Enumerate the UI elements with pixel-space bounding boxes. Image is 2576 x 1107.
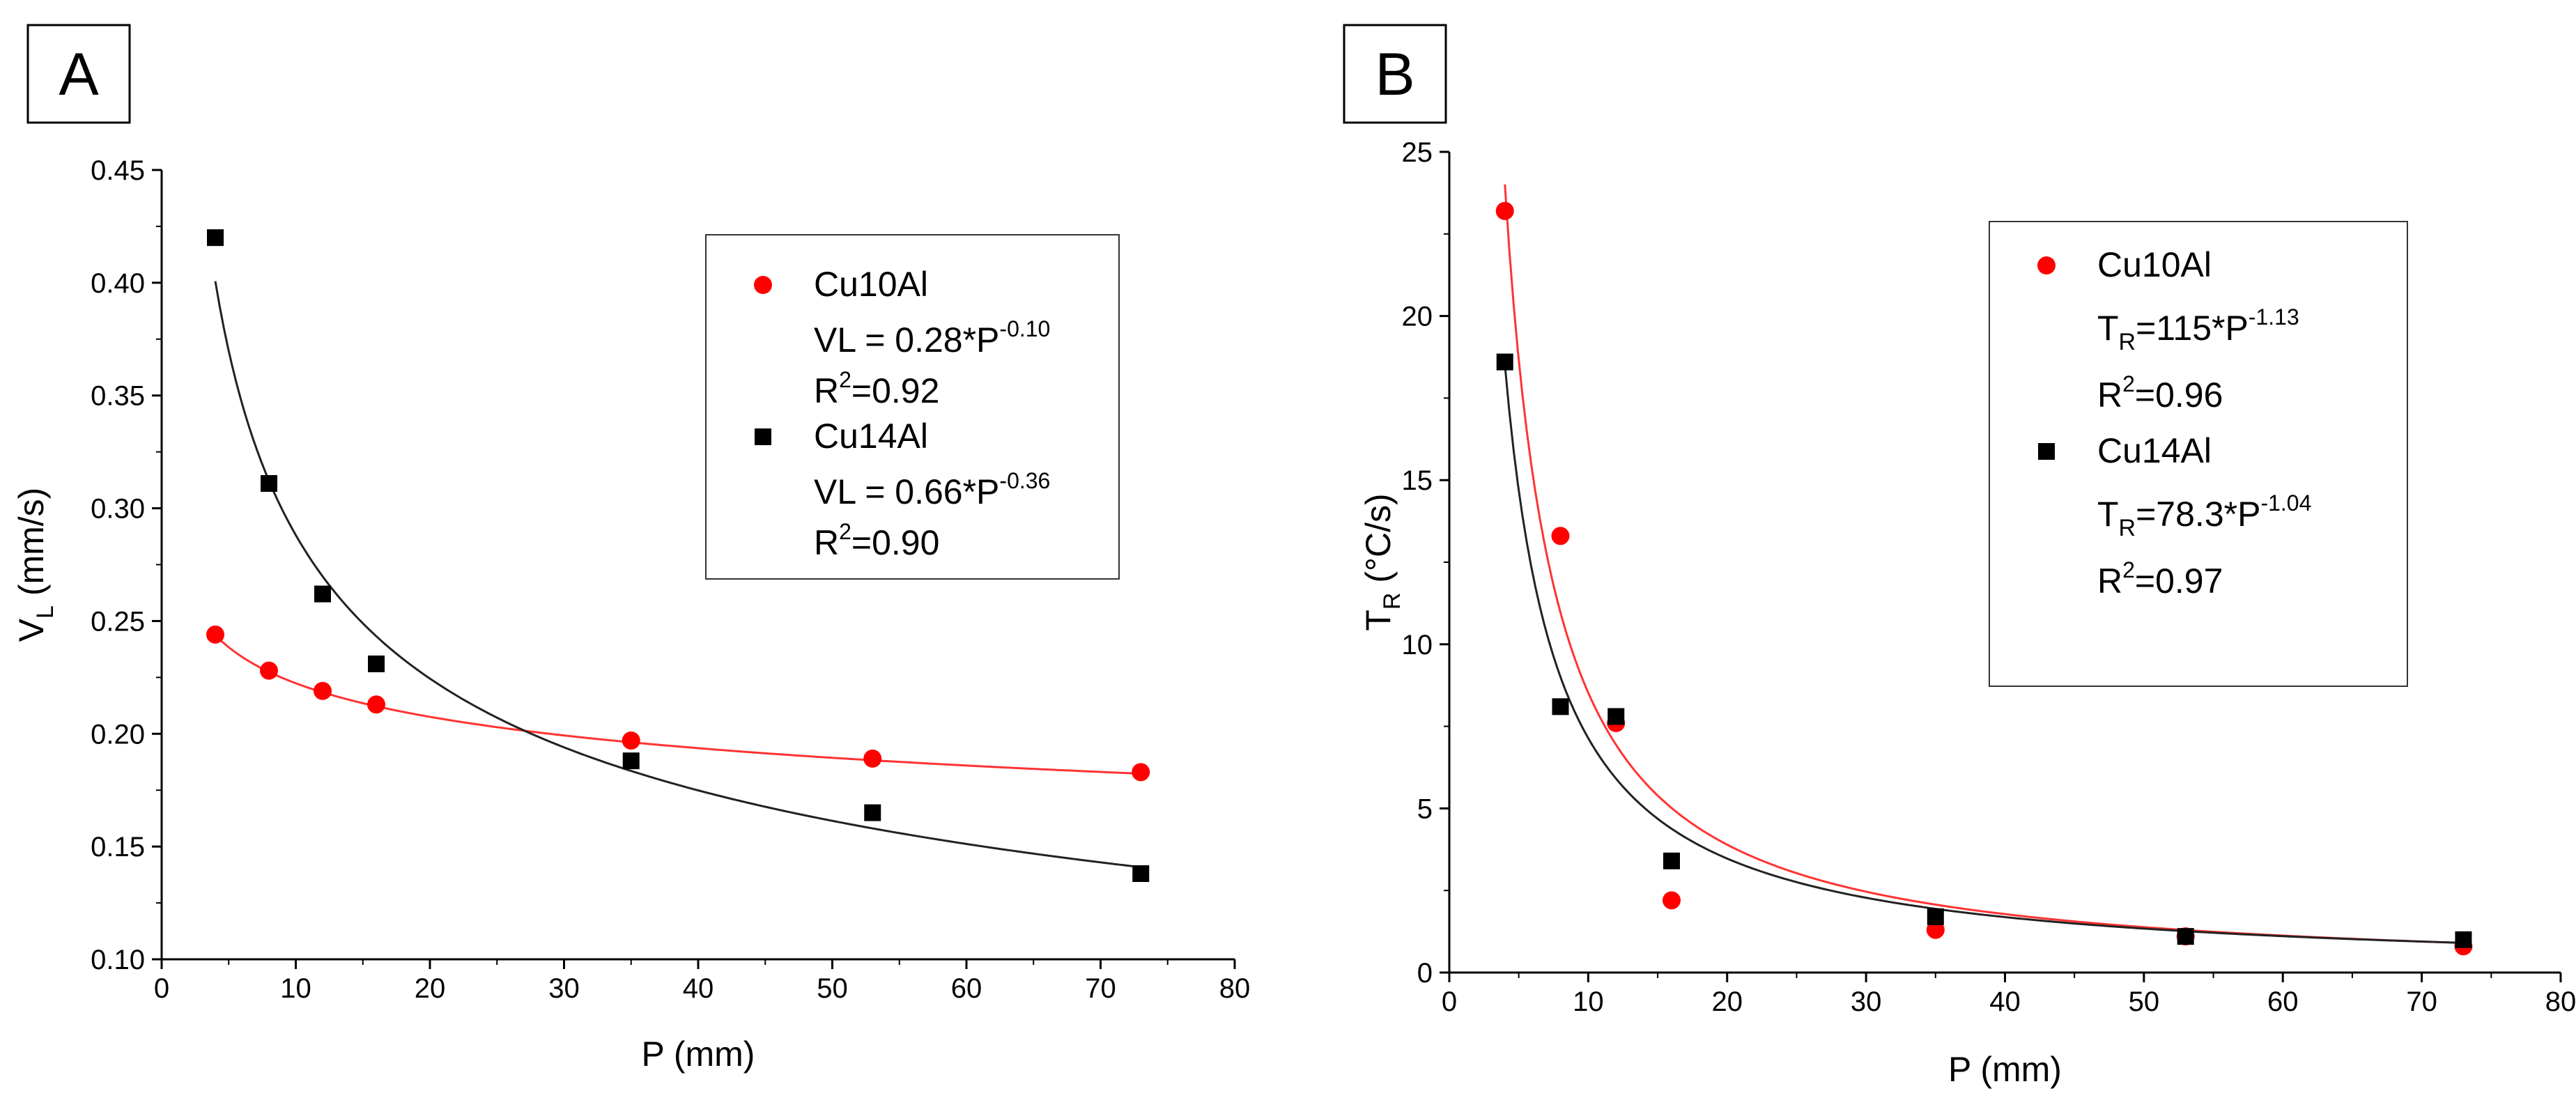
legend-marker-cu10al: [2037, 256, 2056, 274]
x-tick-label: 40: [1989, 986, 2021, 1017]
data-point-cu14al: [1132, 865, 1150, 882]
data-point-cu14al: [2177, 928, 2194, 945]
legend-r-squared: R2=0.92: [814, 367, 939, 410]
data-point-cu14al: [864, 804, 881, 821]
legend-marker-cu14al: [755, 428, 771, 445]
x-tick-label: 50: [817, 973, 848, 1004]
data-point-cu14al: [261, 474, 277, 492]
legend-r-squared: R2=0.97: [2097, 557, 2223, 601]
y-tick-label: 0.20: [91, 719, 145, 750]
y-tick-label: 0.35: [91, 381, 145, 412]
panel-label: B: [1375, 41, 1414, 108]
data-point-cu14al: [368, 655, 385, 672]
legend-r-squared: R2=0.90: [814, 519, 939, 562]
x-tick-label: 10: [1573, 986, 1604, 1017]
x-tick-label: 70: [2406, 986, 2437, 1017]
x-tick-label: 80: [2545, 986, 2576, 1017]
x-axis-title: P (mm): [642, 1035, 755, 1074]
data-point-cu10al: [314, 681, 332, 700]
x-axis-title: P (mm): [1948, 1050, 2062, 1089]
y-tick-label: 25: [1402, 137, 1433, 168]
data-point-cu10al: [367, 695, 385, 714]
panel-label-box: [26, 24, 131, 124]
x-tick-label: 60: [951, 973, 982, 1004]
data-point-cu10al: [1495, 201, 1514, 220]
legend-series-name: Cu14Al: [2097, 431, 2212, 470]
data-point-cu10al: [1132, 763, 1150, 782]
legend: Cu10Al TR=115*P-1.13 R2=0.96 Cu14Al TR=78.3*…: [1989, 221, 2408, 687]
data-point-cu14al: [1607, 708, 1625, 725]
data-point-cu10al: [260, 661, 278, 680]
fit-curve-cu10al: [214, 634, 1141, 775]
data-point-cu14al: [1496, 353, 1513, 371]
fit-curve-cu14al: [1504, 364, 2464, 944]
legend-series-name: Cu14Al: [814, 417, 928, 456]
legend-marker-cu14al: [2038, 443, 2055, 460]
x-tick-label: 50: [2129, 986, 2160, 1017]
data-point-cu14al: [1927, 908, 1944, 925]
y-axis-title: TR (°C/s): [1359, 493, 1405, 630]
legend-box: [1989, 221, 2408, 687]
data-point-cu10al: [863, 749, 882, 768]
legend-series-name: Cu10Al: [814, 265, 928, 304]
y-tick-label: 0.40: [91, 268, 145, 299]
data-point-cu10al: [1551, 527, 1570, 545]
y-tick-label: 0: [1417, 958, 1433, 989]
x-tick-label: 40: [683, 973, 714, 1004]
panel-label-box: [1343, 24, 1447, 124]
legend: Cu10Al VL = 0.28*P-0.10 R2=0.92 Cu14Al VL = …: [705, 234, 1120, 580]
data-point-cu14al: [1552, 698, 1569, 715]
y-tick-label: 0.25: [91, 606, 145, 637]
legend-equation: TR=115*P-1.13: [2097, 304, 2299, 355]
legend-series-name: Cu10Al: [2097, 245, 2212, 284]
y-tick-label: 0.45: [91, 155, 145, 186]
y-tick-label: 15: [1402, 465, 1433, 496]
x-tick-label: 70: [1085, 973, 1116, 1004]
y-tick-label: 5: [1417, 794, 1433, 824]
legend-r-squared: R2=0.96: [2097, 371, 2223, 415]
panel-label: A: [59, 41, 99, 108]
y-tick-label: 10: [1402, 630, 1433, 660]
x-tick-label: 60: [2267, 986, 2299, 1017]
x-tick-label: 20: [415, 973, 446, 1004]
data-point-cu14al: [2455, 931, 2472, 948]
y-tick-label: 0.15: [91, 832, 145, 862]
data-point-cu10al: [622, 731, 640, 750]
data-point-cu10al: [1926, 920, 1945, 939]
y-tick-label: 0.10: [91, 945, 145, 975]
data-point-cu14al: [1663, 852, 1680, 869]
data-point-cu10al: [206, 625, 224, 644]
y-axis-title: VL (mm/s): [12, 488, 59, 642]
x-tick-label: 10: [280, 973, 311, 1004]
y-tick-label: 20: [1402, 302, 1433, 332]
data-point-cu10al: [1663, 891, 1681, 910]
legend-box: [705, 234, 1120, 580]
fit-curve-cu14al: [214, 281, 1141, 869]
panel-b: B 0 10 20 30 40 50 60 70 80 0 5 10 15 20 25 P (mm) TR (°C…: [1343, 24, 2576, 1089]
x-tick-label: 80: [1219, 973, 1251, 1004]
y-tick-label: 0.30: [91, 494, 145, 525]
x-tick-label: 0: [154, 973, 169, 1004]
legend-equation: TR=78.3*P-1.04: [2097, 490, 2311, 541]
legend-equation: VL = 0.28*P-0.10: [814, 316, 1050, 359]
data-point-cu14al: [314, 585, 331, 603]
legend-marker-cu10al: [754, 276, 772, 294]
legend-equation: VL = 0.66*P-0.36: [814, 468, 1050, 511]
data-point-cu14al: [207, 229, 224, 247]
x-tick-label: 20: [1712, 986, 1743, 1017]
x-tick-label: 0: [1442, 986, 1457, 1017]
data-point-cu14al: [622, 752, 640, 770]
panel-a: A 0 10 20 30 40 50 60 70 80 0.10 0.15 0.20 0.25 0.30 0.…: [12, 24, 1251, 1074]
x-tick-label: 30: [548, 973, 580, 1004]
x-tick-label: 30: [1851, 986, 1882, 1017]
